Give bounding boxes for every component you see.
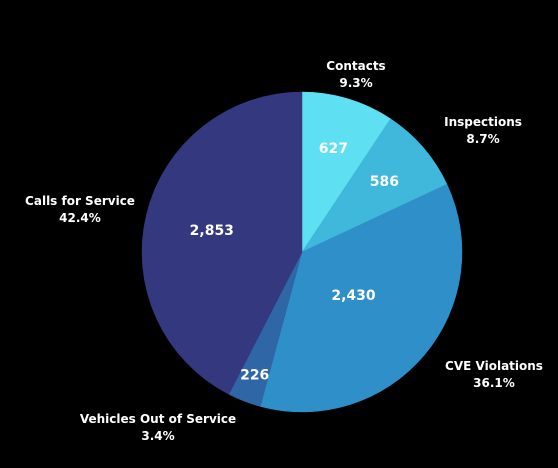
value-labels-layer: 627 586 2,430 226 2,853 [190,141,399,384]
pie-slice-calls-for-service [141,91,303,395]
slice-percent-label: 9.3% [339,76,372,90]
slice-category-name: Inspections [444,115,522,129]
slice-category-label-contacts: Contacts 9.3% [326,59,385,90]
slice-category-name: Contacts [326,59,385,73]
pie-slice-inspections [301,118,448,253]
slice-category-name: Calls for Service [25,194,135,208]
slice-percent-label: 42.4% [59,211,101,225]
slice-percent-label: 8.7% [466,132,499,146]
slice-value-label-cve-violations: 2,430 [331,288,376,304]
slice-category-label-vehicles-out-of-service: Vehicles Out of Service 3.4% [80,412,236,443]
slices-layer [141,91,463,413]
slice-category-name: Vehicles Out of Service [80,412,236,426]
pie-slice-contacts [301,91,391,253]
slice-category-label-inspections: Inspections 8.7% [444,115,522,146]
slice-value-label-contacts: 627 [319,141,348,157]
slice-category-label-cve-violations: CVE Violations 36.1% [445,359,543,390]
slice-percent-label: 36.1% [473,376,515,390]
slice-percent-label: 3.4% [141,429,174,443]
pie-slice-cve-violations [260,183,463,413]
slice-value-label-vehicles-out-of-service: 226 [240,367,269,383]
slice-value-label-calls-for-service: 2,853 [190,223,234,239]
category-labels-layer: Contacts 9.3% Inspections 8.7% CVE Violation… [25,59,543,443]
slice-category-label-calls-for-service: Calls for Service 42.4% [25,194,135,225]
slice-category-name: CVE Violations [445,359,543,373]
slice-value-label-inspections: 586 [370,174,399,190]
